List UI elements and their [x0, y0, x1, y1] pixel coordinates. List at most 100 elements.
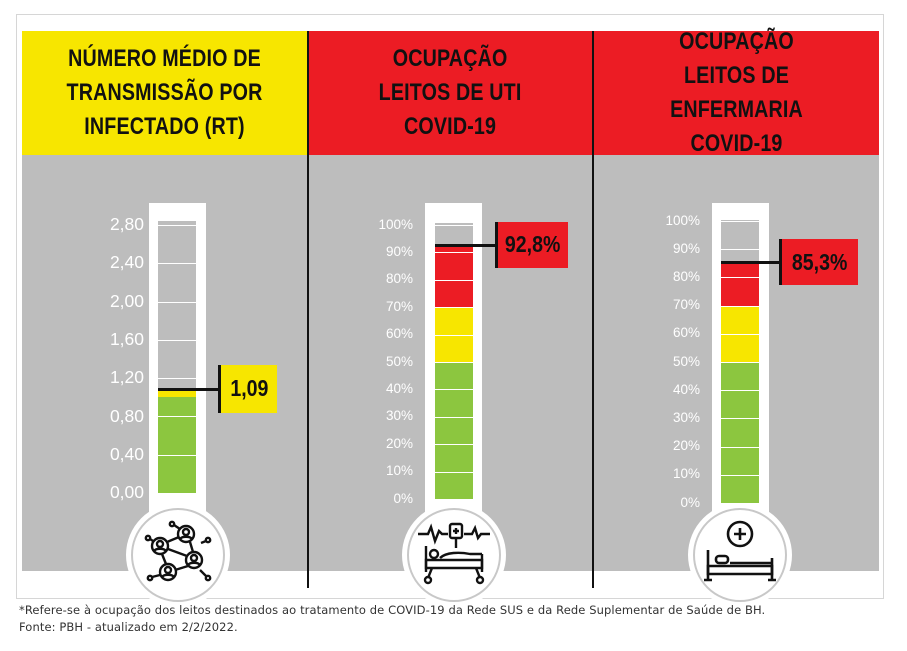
bulb-badge — [693, 508, 787, 602]
scale-tick — [435, 334, 473, 336]
scale-tick — [721, 362, 759, 363]
scale-label: 90% — [672, 240, 700, 256]
scale-label: 2,80 — [109, 214, 144, 235]
scale-label: 1,20 — [109, 367, 144, 388]
scale-label: 0,00 — [109, 482, 144, 503]
scale-tick — [721, 277, 759, 279]
value-label: 1,09 — [229, 375, 269, 402]
scale-label: 2,40 — [109, 252, 144, 273]
scale-tick — [435, 389, 473, 391]
level-band-yellow — [435, 307, 473, 362]
people-network-icon — [142, 520, 214, 591]
scale-label: 0% — [393, 490, 413, 506]
level-band-green — [158, 397, 196, 493]
value-pointer — [721, 261, 782, 265]
level-band-yellow — [158, 388, 196, 398]
scale-tick — [721, 249, 759, 251]
value-pointer-bar — [779, 239, 782, 286]
scale-tick — [158, 225, 196, 226]
scale-tick — [721, 418, 759, 420]
scale-label: 0,80 — [109, 405, 144, 426]
scale-label: 30% — [385, 408, 413, 424]
scale-label: 30% — [672, 410, 700, 426]
footnote-note: *Refere-se à ocupação dos leitos destina… — [19, 603, 766, 617]
scale-label: 10% — [385, 463, 413, 479]
scale-label: 80% — [672, 269, 700, 285]
scale-tick — [721, 390, 759, 392]
scale-label: 70% — [385, 298, 413, 314]
scale-label: 2,00 — [109, 290, 144, 311]
scale-tick — [435, 499, 473, 500]
value-callout: 1,09 — [221, 364, 277, 413]
panel-header: NÚMERO MÉDIO DE TRANSMISSÃO POR INFECTAD… — [22, 31, 307, 155]
scale-label: 60% — [672, 325, 700, 341]
scale-tick — [158, 493, 196, 494]
value-pointer-bar — [218, 364, 221, 413]
level-band-red — [435, 244, 473, 308]
scale-tick — [158, 378, 196, 380]
scale-label: 90% — [385, 244, 413, 260]
panel-enfermaria: OCUPAÇÃO LEITOS DE ENFERMARIA COVID-19 1… — [594, 28, 879, 607]
scale-tick — [435, 279, 473, 281]
scale-tick — [435, 307, 473, 309]
scale-tick — [721, 305, 759, 307]
scale-tick — [158, 301, 196, 303]
scale-tick — [721, 221, 759, 222]
scale-label: 40% — [385, 381, 413, 397]
scale-label: 40% — [672, 381, 700, 397]
scale-tick — [158, 263, 196, 265]
scale-label: 50% — [385, 353, 413, 369]
scale-tick — [435, 225, 473, 226]
level-band-yellow — [721, 305, 759, 362]
panel-header: OCUPAÇÃO LEITOS DE ENFERMARIA COVID-19 — [594, 28, 879, 157]
scale-label: 1,60 — [109, 329, 144, 349]
scale-tick — [435, 362, 473, 363]
panel-header: OCUPAÇÃO LEITOS DE UTI COVID-19 — [309, 31, 592, 155]
icu-bed-icon — [416, 520, 492, 591]
scale-label: 100% — [378, 216, 413, 232]
footnote-source: Fonte: PBH - atualizado em 2/2/2022. — [19, 620, 238, 634]
scale-label: 0% — [680, 494, 700, 510]
value-callout: 85,3% — [782, 239, 858, 286]
thermometer-bulb — [402, 503, 506, 607]
scale-tick — [435, 416, 473, 418]
panel-rt: NÚMERO MÉDIO DE TRANSMISSÃO POR INFECTAD… — [22, 31, 307, 607]
bulb-badge — [407, 508, 501, 602]
scale-label: 80% — [385, 271, 413, 287]
footnote: *Refere-se à ocupação dos leitos destina… — [19, 602, 765, 636]
scale-label: 50% — [672, 353, 700, 369]
scale-label: 70% — [672, 297, 700, 313]
panel-uti: OCUPAÇÃO LEITOS DE UTI COVID-19 100% 90% 8… — [309, 31, 592, 607]
ward-bed-icon — [702, 520, 778, 591]
scale-tick — [158, 416, 196, 418]
scale-tick — [435, 471, 473, 473]
scale-label: 100% — [665, 212, 700, 228]
scale-tick — [721, 446, 759, 448]
level-band-green — [435, 362, 473, 499]
scale-label: 20% — [672, 438, 700, 454]
scale-label: 60% — [385, 326, 413, 342]
scale-tick — [158, 339, 196, 341]
panel-title: OCUPAÇÃO LEITOS DE UTI COVID-19 — [379, 45, 522, 140]
panel-title: OCUPAÇÃO LEITOS DE ENFERMARIA COVID-19 — [670, 28, 803, 157]
panel-title: NÚMERO MÉDIO DE TRANSMISSÃO POR INFECTAD… — [66, 45, 263, 140]
value-pointer — [435, 243, 498, 247]
scale-tick — [435, 444, 473, 446]
scale-label: 20% — [385, 435, 413, 451]
value-label: 85,3% — [792, 248, 848, 275]
value-pointer — [158, 387, 221, 391]
scale-tick — [158, 454, 196, 456]
infographic-frame: NÚMERO MÉDIO DE TRANSMISSÃO POR INFECTAD… — [16, 14, 884, 607]
scale-tick — [435, 252, 473, 254]
panel-divider — [592, 31, 594, 588]
bulb-badge — [131, 508, 225, 602]
value-pointer-bar — [495, 221, 498, 268]
scale-tick — [721, 333, 759, 335]
scale-tick — [721, 474, 759, 476]
thermometer-bulb — [126, 503, 230, 607]
value-label: 92,8% — [505, 231, 561, 258]
thermometer-bulb — [688, 503, 792, 607]
scale-label: 10% — [672, 466, 700, 482]
scale-label: 0,40 — [109, 443, 144, 464]
panel-divider — [307, 31, 309, 588]
